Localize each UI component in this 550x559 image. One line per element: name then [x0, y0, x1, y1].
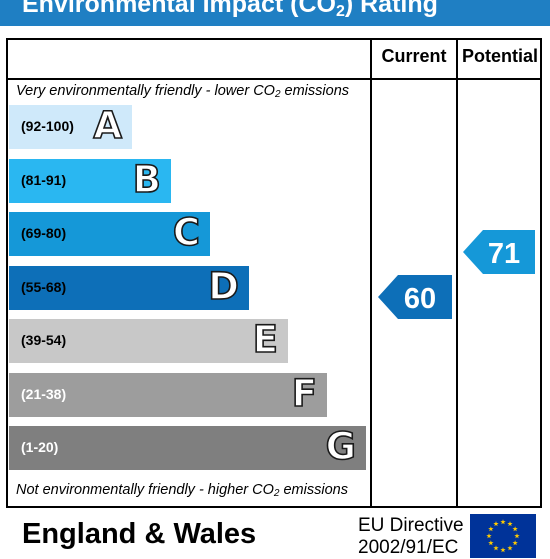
potential-rating-value: 71 [488, 238, 520, 270]
title-prefix: Environmental Impact (CO [22, 0, 336, 18]
top-caption-text: Very environmentally friendly - lower CO [16, 83, 275, 99]
eu-star-icon [507, 521, 513, 527]
top-caption: Very environmentally friendly - lower CO… [16, 83, 349, 100]
rating-frame [6, 38, 542, 508]
title-bar: Environmental Impact (CO2) Rating [0, 0, 550, 26]
rating-band-g: (1-20) G [9, 424, 366, 470]
band-letter: F [291, 371, 318, 416]
eu-star-icon [486, 533, 492, 539]
eu-directive-line2: 2002/91/EC [358, 537, 459, 558]
top-caption-suffix: emissions [280, 83, 350, 99]
eu-directive-text: EU Directive 2002/91/EC [358, 515, 464, 559]
band-range-label: (1-20) [21, 439, 59, 455]
eu-star-icon [512, 540, 518, 546]
bottom-caption-text: Not environmentally friendly - higher CO [16, 482, 274, 498]
divider-current [370, 38, 372, 508]
rating-band-f: (21-38) F [9, 371, 327, 417]
band-range-label: (55-68) [21, 278, 67, 295]
eu-star-icon [493, 521, 499, 527]
band-range-label: (92-100) [21, 118, 74, 134]
potential-column-header: Potential [461, 46, 538, 66]
band-letter: A [93, 103, 123, 148]
region-label: England & Wales [22, 518, 257, 550]
eu-flag-icon [470, 514, 536, 558]
band-letter: B [132, 157, 162, 202]
eu-star-icon [507, 545, 513, 551]
current-rating-arrow: 60 [378, 275, 452, 319]
band-range-label: (81-91) [21, 171, 67, 188]
rating-band-a: (92-100) A [9, 103, 132, 149]
bottom-caption-suffix: emissions [279, 482, 348, 498]
eu-directive-line1: EU Directive [358, 515, 464, 536]
potential-rating-arrow: 71 [463, 230, 535, 274]
rating-title: Environmental Impact (CO2) Rating [22, 0, 438, 21]
band-letter: D [207, 264, 239, 309]
eu-star-icon [493, 545, 499, 551]
band-range-label: (21-38) [21, 385, 67, 402]
bottom-caption: Not environmentally friendly - higher CO… [16, 482, 348, 499]
bottom-caption-sub: 2 [273, 488, 280, 499]
title-suffix: ) Rating [344, 0, 438, 18]
eu-star-icon [512, 526, 518, 532]
divider-potential [456, 38, 458, 508]
band-letter: E [252, 317, 279, 362]
header-row-divider [6, 78, 542, 80]
rating-band-c: (69-80) C [9, 210, 210, 256]
current-column-header: Current [381, 46, 447, 66]
eu-star-icon [488, 526, 494, 532]
eu-star-icon [514, 533, 520, 539]
current-rating-value: 60 [404, 283, 436, 315]
top-caption-sub: 2 [274, 89, 281, 100]
band-range-label: (69-80) [21, 225, 67, 241]
title-subscript: 2 [335, 3, 345, 20]
rating-band-e: (39-54) E [9, 317, 288, 363]
rating-band-d: (55-68) D [9, 264, 249, 310]
eu-star-icon [488, 540, 494, 546]
band-range-label: (39-54) [21, 332, 67, 348]
rating-band-b: (81-91) B [9, 157, 171, 203]
band-letter: G [325, 424, 357, 469]
band-letter: C [172, 210, 201, 255]
eu-star-icon [500, 519, 506, 525]
